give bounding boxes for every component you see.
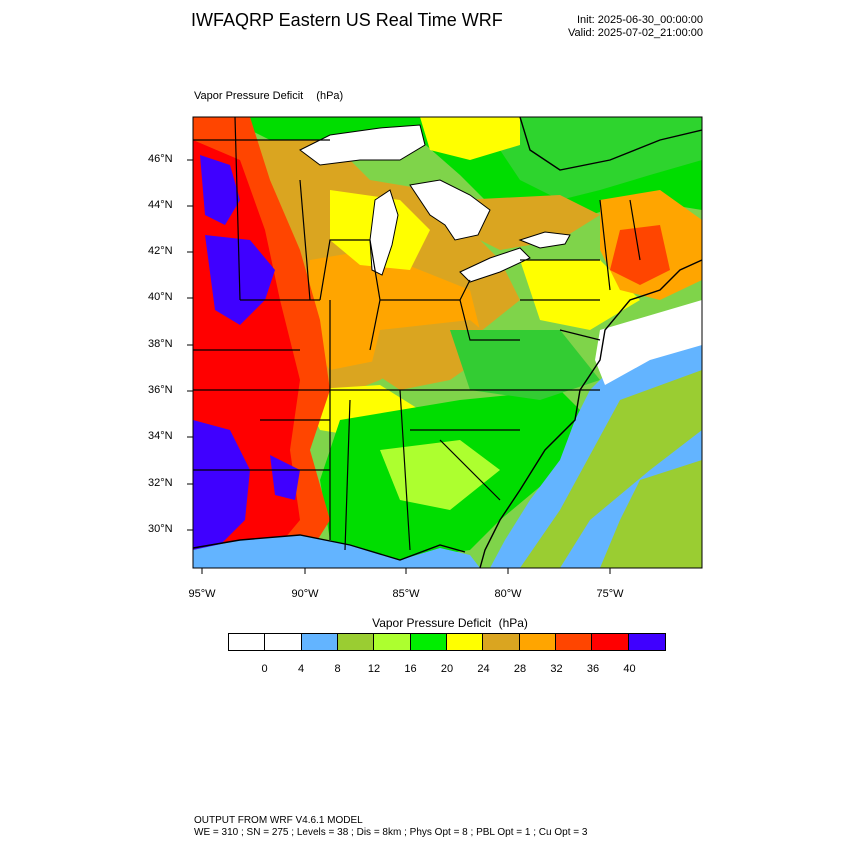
coastlines [193,117,702,568]
lat-label-36n: 36°N [148,384,173,396]
colorbar-swatch-4 [374,634,411,650]
lon-label-75w: 75°W [596,588,624,600]
state-borders [193,117,641,551]
lake-huron [409,179,491,241]
colorbar-swatch-8 [519,634,556,650]
ontario-yellow [420,117,520,160]
lake-erie [459,247,531,283]
colorbar-swatch-2 [301,634,338,650]
virginia-green [450,330,600,400]
colorbar-label-5: 20 [440,663,454,675]
ocean-no-data [595,300,702,385]
colorbar-label-4: 16 [404,663,417,675]
colorbar-label-6: 24 [477,663,490,675]
colorbar-label-3: 12 [367,663,381,675]
plot-title: IWFAQRP Eastern US Real Time WRF [191,10,503,30]
colorbar-label-0: 0 [261,663,268,675]
colorbar-units: (hPa) [498,616,528,630]
georgia-lightgreen [380,440,500,510]
lake-superior [299,124,426,166]
colorbar-label-8: 32 [550,663,563,675]
colorbar-label-10: 40 [623,663,636,675]
lat-label-44n: 44°N [148,199,173,211]
lat-label-46n: 46°N [148,153,173,165]
run-times: Init: 2025-06-30_00:00:00 Valid: 2025-07… [568,14,703,40]
lat-label-30n: 30°N [148,523,173,535]
lat-label-34n: 34°N [148,430,173,442]
model-version: OUTPUT FROM WRF V4.6.1 MODEL [194,815,363,826]
lake-ontario [518,231,571,249]
map-frame [192,116,703,569]
colorbar-label-7: 28 [513,663,527,675]
model-config: WE = 310 ; SN = 275 ; Levels = 38 ; Dis … [194,827,588,838]
colorbar-swatch-10 [592,634,629,650]
hot-spot-arkansas [193,420,250,550]
init-time: Init: 2025-06-30_00:00:00 [577,14,703,26]
lon-label-90w: 90°W [291,588,319,600]
lon-label-95w: 95°W [188,588,216,600]
field-units: (hPa) [316,90,344,102]
colorbar-label-1: 4 [297,663,305,675]
colorbar-label-9: 36 [586,663,600,675]
lon-label-80w: 80°W [494,588,522,600]
colorbar-title: Vapor Pressure Deficit (hPa) [300,616,600,630]
gulf-of-mexico [193,535,480,568]
canada-green-east [500,117,702,200]
tick-marks [187,159,611,574]
colorbar-swatch-3 [337,634,375,650]
colorbar-swatch-6 [446,634,484,650]
field-name: Vapor Pressure Deficit [194,90,304,102]
hot-spot-mississippi [270,455,300,500]
lat-label-42n: 42°N [148,245,173,257]
colorbar-swatch-0 [229,634,266,650]
colorbar [228,633,666,651]
map-field [193,117,702,568]
colorbar-swatch-9 [555,634,593,650]
colorbar-swatch-7 [483,634,520,650]
lon-label-85w: 85°W [392,588,420,600]
lat-label-38n: 38°N [148,338,173,350]
valid-time: Valid: 2025-07-02_21:00:00 [568,27,703,39]
colorbar-label-2: 8 [334,663,341,675]
ocean-green-south [600,460,702,568]
lat-label-40n: 40°N [148,291,173,303]
colorbar-swatch-11 [628,634,665,650]
hot-spot-minnesota [200,155,240,225]
field-subtitle: Vapor Pressure Deficit (hPa) [194,90,343,102]
colorbar-swatch-5 [410,634,447,650]
lat-label-32n: 32°N [148,477,173,489]
model-info: OUTPUT FROM WRF V4.6.1 MODEL WE = 310 ; … [194,815,587,839]
colorbar-field-name: Vapor Pressure Deficit [372,616,492,630]
mid-atlantic-yellow [520,260,640,330]
new-england-red [610,225,670,285]
colorbar-swatch-1 [265,634,302,650]
ocean-green-patch [520,370,702,568]
